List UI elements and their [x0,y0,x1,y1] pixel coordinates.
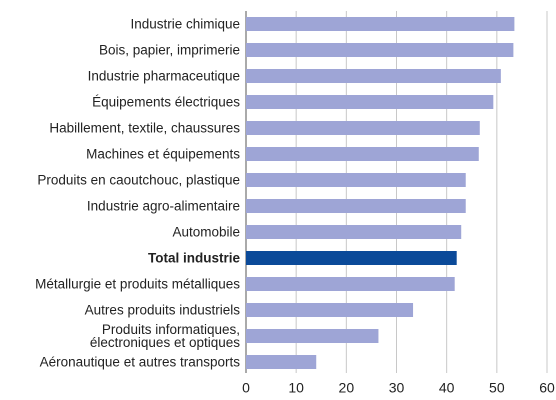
x-tick-label: 30 [389,380,405,396]
bar [246,43,514,57]
y-tick-label: Total industrie [147,250,240,266]
bar [246,251,457,265]
y-tick-label: Produits informatiques, électroniques et… [89,322,240,350]
bar [246,277,455,291]
bar [246,147,479,161]
y-tick-label: Industrie pharmaceutique [87,68,240,84]
x-tick-label: 20 [339,380,355,396]
bar [246,121,480,135]
bar [246,355,317,369]
y-tick-label: Bois, papier, imprimerie [98,42,240,58]
y-tick-label: Habillement, textile, chaussures [49,120,240,136]
y-tick-label: Autres produits industriels [84,302,240,318]
x-tick-label: 10 [288,380,304,396]
y-tick-label: Produits en caoutchouc, plastique [37,172,240,188]
bar [246,225,462,239]
x-tick-label: 50 [489,380,505,396]
y-tick-label: Métallurgie et produits métalliques [35,276,240,292]
y-tick-label: Machines et équipements [86,146,240,162]
bar [246,69,501,83]
bar [246,303,414,317]
bar [246,17,515,31]
y-tick-label: Équipements électriques [92,94,240,110]
bar [246,329,379,343]
bar [246,173,466,187]
y-tick-label: Aéronautique et autres transports [39,354,240,370]
y-tick-label: Industrie chimique [130,16,240,32]
x-tick-label: 40 [439,380,455,396]
x-tick-label: 0 [242,380,250,396]
y-tick-label: Automobile [172,224,240,240]
x-tick-label: 60 [539,380,555,396]
bar [246,199,466,213]
y-tick-label: Industrie agro-alimentaire [86,198,240,214]
bar [246,95,494,109]
